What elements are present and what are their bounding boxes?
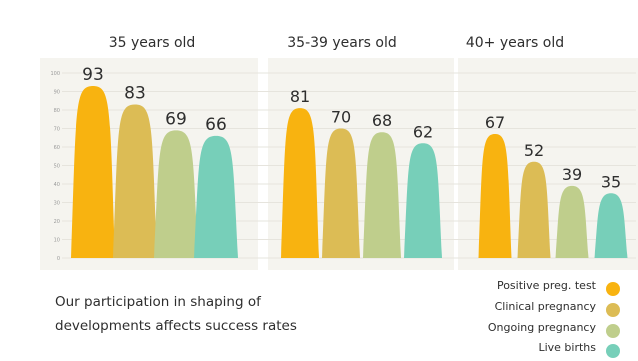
legend-label-ongoing-pregnancy: Ongoing pregnancy	[488, 321, 597, 334]
value-label-live-births-40-years-old: 35	[601, 172, 621, 191]
legend-swatch-ongoing-pregnancy	[606, 324, 620, 338]
bar-positive-preg-test-35-39-years-old	[281, 108, 319, 259]
y-tick-label-60: 60	[54, 145, 60, 151]
value-label-ongoing-pregnancy-35-years-old: 69	[165, 109, 187, 129]
footnote: Our participation in shaping of developm…	[55, 290, 355, 338]
value-label-positive-preg-test-35-years-old: 93	[82, 65, 104, 85]
value-label-live-births-35-39-years-old: 62	[413, 122, 433, 141]
y-tick-label-0: 0	[57, 256, 60, 262]
value-label-positive-preg-test-35-39-years-old: 81	[290, 87, 310, 106]
legend-label-clinical-pregnancy: Clinical pregnancy	[495, 300, 597, 313]
y-tick-label-100: 100	[50, 71, 60, 77]
y-tick-label-70: 70	[54, 127, 60, 133]
y-tick-label-40: 40	[54, 182, 60, 188]
value-label-live-births-35-years-old: 66	[205, 115, 227, 135]
bar-positive-preg-test-35-years-old	[71, 85, 115, 258]
value-label-clinical-pregnancy-40-years-old: 52	[524, 141, 544, 160]
value-label-positive-preg-test-40-years-old: 67	[485, 113, 505, 132]
legend-label-live-births: Live births	[538, 341, 596, 354]
footnote-line-2: developments affects success rates	[55, 318, 297, 334]
legend-swatch-clinical-pregnancy	[606, 303, 620, 317]
category-title-40-years-old: 40+ years old	[466, 35, 564, 51]
bar-ongoing-pregnancy-35-years-old	[154, 130, 198, 258]
value-label-clinical-pregnancy-35-years-old: 83	[124, 83, 146, 103]
y-tick-label-80: 80	[54, 108, 60, 114]
bar-clinical-pregnancy-40-years-old	[517, 161, 551, 258]
legend-label-positive-preg-test: Positive preg. test	[497, 279, 597, 292]
value-label-ongoing-pregnancy-40-years-old: 39	[562, 165, 582, 184]
bar-live-births-35-39-years-old	[404, 143, 442, 258]
bar-ongoing-pregnancy-35-39-years-old	[363, 132, 401, 258]
bar-live-births-35-years-old	[194, 135, 238, 258]
bar-positive-preg-test-40-years-old	[478, 134, 512, 258]
value-label-clinical-pregnancy-35-39-years-old: 70	[331, 108, 351, 127]
y-tick-label-20: 20	[54, 219, 60, 225]
y-tick-label-50: 50	[54, 164, 60, 170]
footnote-line-1: Our participation in shaping of	[55, 294, 261, 310]
value-label-ongoing-pregnancy-35-39-years-old: 68	[372, 111, 392, 130]
bar-live-births-40-years-old	[594, 193, 628, 258]
legend-swatch-positive-preg-test	[606, 282, 620, 296]
y-tick-label-10: 10	[54, 238, 60, 244]
legend-swatch-live-births	[606, 344, 620, 358]
bar-clinical-pregnancy-35-39-years-old	[322, 128, 360, 258]
category-title-35-39-years-old: 35-39 years old	[287, 35, 396, 51]
y-tick-label-30: 30	[54, 201, 60, 207]
y-tick-label-90: 90	[54, 90, 60, 96]
category-title-35-years-old: 35 years old	[109, 35, 196, 51]
bar-ongoing-pregnancy-40-years-old	[555, 185, 589, 258]
bar-clinical-pregnancy-35-years-old	[113, 104, 157, 258]
